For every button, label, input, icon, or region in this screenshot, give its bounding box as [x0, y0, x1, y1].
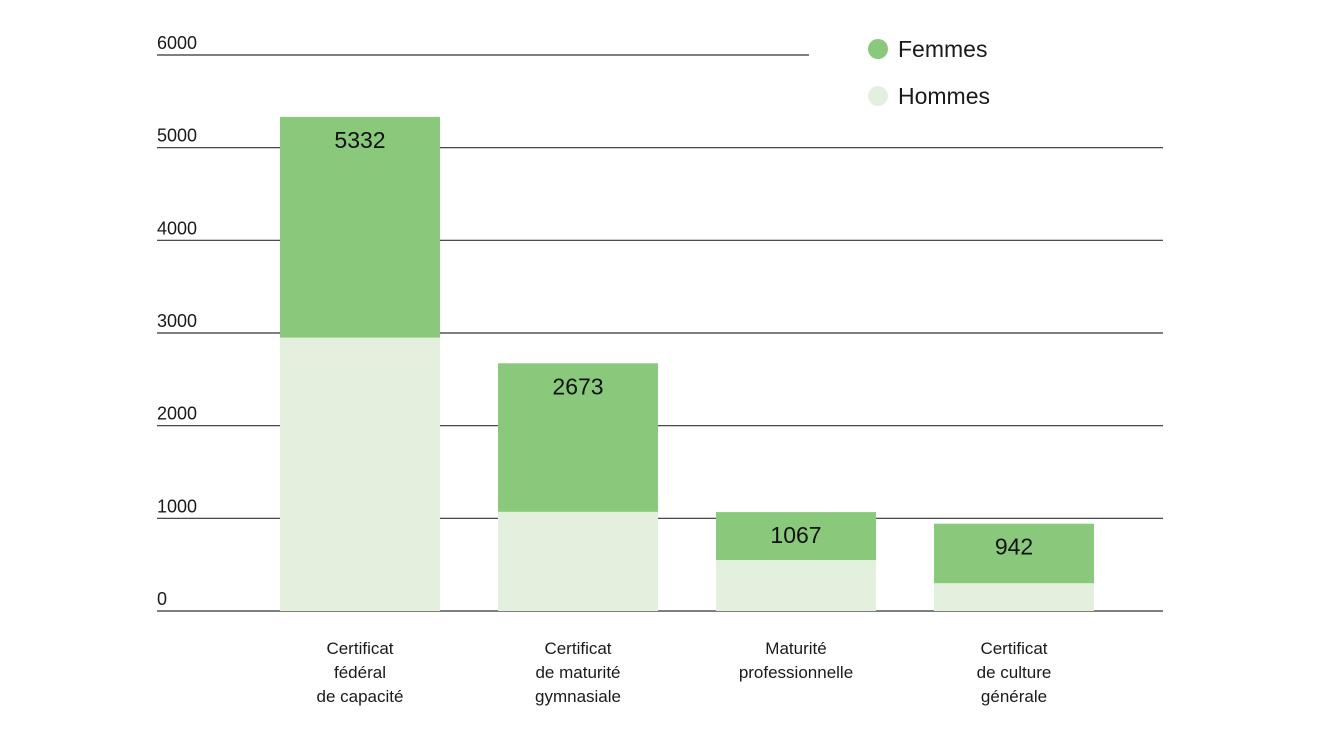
- y-tick-label: 3000: [157, 311, 197, 331]
- y-tick-label: 2000: [157, 404, 197, 424]
- legend: Femmes Hommes: [868, 36, 990, 109]
- bar-total-label: 5332: [334, 127, 385, 153]
- y-tick-label: 5000: [157, 126, 197, 146]
- x-category-label: de capacité: [317, 687, 404, 706]
- y-tick-label: 0: [157, 589, 167, 609]
- y-tick-label: 4000: [157, 218, 197, 238]
- y-tick-label: 6000: [157, 33, 197, 53]
- bar-segment-hommes-2: [716, 560, 876, 611]
- y-axis-tick-labels: 0 1000 2000 3000 4000 5000 6000: [157, 33, 197, 609]
- data-labels: 5332 2673 1067 942: [334, 127, 1033, 560]
- legend-swatch-hommes: [868, 86, 888, 106]
- x-category-label: de maturité: [535, 663, 620, 682]
- bar-total-label: 2673: [552, 373, 603, 399]
- legend-label-hommes: Hommes: [898, 83, 990, 109]
- bar-segment-hommes-3: [934, 583, 1094, 611]
- bar-segment-femmes-0: [280, 116, 440, 338]
- x-category-label: générale: [981, 687, 1047, 706]
- x-category-label: Certificat: [544, 639, 611, 658]
- legend-swatch-femmes: [868, 39, 888, 59]
- x-category-label: fédéral: [334, 663, 386, 682]
- bar-segment-femmes-3: [934, 523, 1094, 584]
- bar-segment-hommes-0: [280, 337, 440, 611]
- bars: [280, 116, 1094, 611]
- x-category-label: Maturité: [765, 639, 826, 658]
- x-category-label: de culture: [977, 663, 1052, 682]
- x-axis-category-labels: Certificat fédéral de capacité Certificat de…: [317, 639, 1052, 706]
- bar-segment-hommes-1: [498, 511, 658, 611]
- x-category-label: professionnelle: [739, 663, 853, 682]
- x-category-label: Certificat: [326, 639, 393, 658]
- bar-segment-femmes-1: [498, 363, 658, 512]
- bar-total-label: 1067: [770, 522, 821, 548]
- x-category-label: gymnasiale: [535, 687, 621, 706]
- bar-segment-femmes-2: [716, 512, 876, 561]
- y-tick-label: 1000: [157, 496, 197, 516]
- legend-label-femmes: Femmes: [898, 36, 987, 62]
- bar-total-label: 942: [995, 534, 1033, 560]
- x-category-label: Certificat: [980, 639, 1047, 658]
